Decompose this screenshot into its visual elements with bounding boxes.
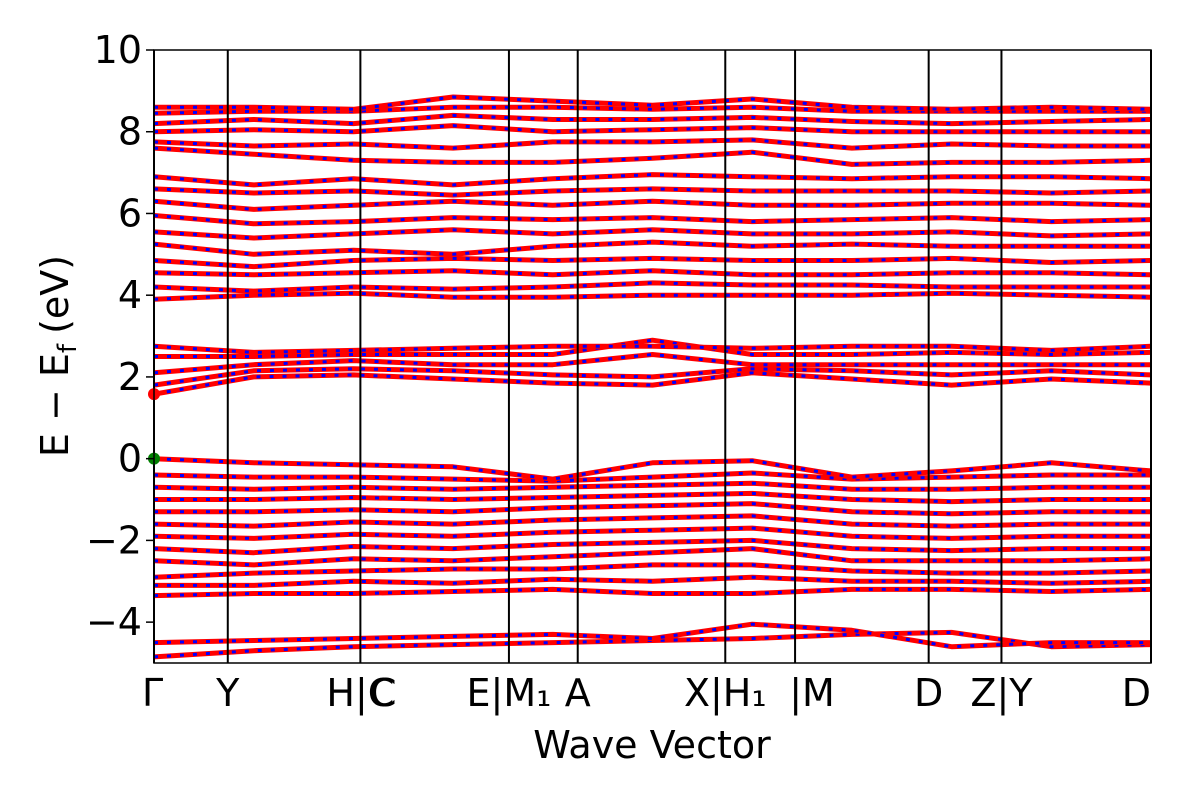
y-axis-title-sub: f [53, 343, 83, 353]
band-line-spin-up [154, 537, 1151, 556]
band-line-spin-up [154, 574, 1151, 588]
x-tick-label: Y [215, 671, 240, 715]
band-line-spin-up [154, 525, 1151, 541]
y-tick-label: −4 [86, 600, 142, 644]
band-line-spin-up [154, 112, 1151, 127]
band-line-spin-up [154, 470, 1151, 484]
y-tick-label: 2 [118, 355, 142, 399]
band-line-spin-up [154, 562, 1151, 580]
x-axis-title: Wave Vector [533, 723, 771, 767]
y-axis-title-unit: (eV) [33, 255, 77, 334]
y-tick-label: 4 [118, 273, 142, 317]
y-tick-label: 8 [118, 110, 142, 154]
band-line-spin-up [154, 586, 1151, 599]
band-line-spin-up [154, 290, 1151, 302]
band-line-spin-up [154, 104, 1151, 116]
band-line-spin-up [154, 268, 1151, 278]
band-line-spin-up [154, 213, 1151, 227]
y-axis-title-main: E − E [33, 353, 77, 457]
x-tick-label: X|H₁ [684, 671, 767, 716]
band-line-spin-up [154, 490, 1151, 505]
y-axis-ticks: −4 −2 0 2 4 6 8 10 [86, 28, 154, 644]
band-line-spin-down [154, 547, 1151, 567]
band-line-spin-up [154, 480, 1151, 492]
band-line-spin-up [154, 198, 1151, 212]
band-line-spin-down [154, 371, 1151, 396]
x-tick-label: A [565, 671, 591, 715]
x-tick-label: E|M₁ [467, 671, 552, 716]
band-line-spin-up [154, 343, 1151, 355]
band-line-spin-down [154, 352, 1151, 375]
band-line-spin-up [154, 186, 1151, 198]
x-tick-label: Z|Y [970, 671, 1033, 716]
band-line-spin-down [154, 146, 1151, 166]
y-tick-label: −2 [86, 518, 142, 562]
band-line-spin-down [154, 95, 1151, 111]
x-tick-label: D [914, 671, 943, 715]
band-line-spin-down [154, 338, 1151, 358]
bands-layer [154, 94, 1151, 660]
y-tick-label: 0 [118, 437, 142, 481]
band-line-spin-up [154, 280, 1151, 294]
band-line-spin-up [154, 123, 1151, 135]
band-line-spin-up [154, 255, 1151, 270]
band-line-spin-down [154, 457, 1151, 481]
y-tick-label: 10 [94, 28, 142, 72]
x-tick-label: Γ [142, 671, 163, 715]
x-tick-label: C [370, 671, 397, 715]
band-line-spin-up [154, 501, 1151, 517]
band-line-spin-up [154, 227, 1151, 241]
band-line-spin-up [154, 513, 1151, 529]
band-line-spin-down [154, 622, 1151, 649]
y-tick-label: 6 [118, 191, 142, 235]
band-line-spin-up [154, 172, 1151, 188]
plot-frame [153, 49, 1152, 664]
x-tick-label: |M [789, 671, 835, 716]
y-axis-title: E − Ef (eV) [33, 255, 83, 457]
x-tick-label: H|C [326, 671, 394, 716]
band-line-spin-down [154, 240, 1151, 256]
band-line-spin-up [154, 137, 1151, 151]
x-axis-ticks: Γ Y H|CC E|M₁ A X|H₁ |M D Z|Y D [142, 671, 1151, 716]
x-tick-label: D [1122, 671, 1151, 715]
band-line-spin-down [154, 367, 1151, 387]
